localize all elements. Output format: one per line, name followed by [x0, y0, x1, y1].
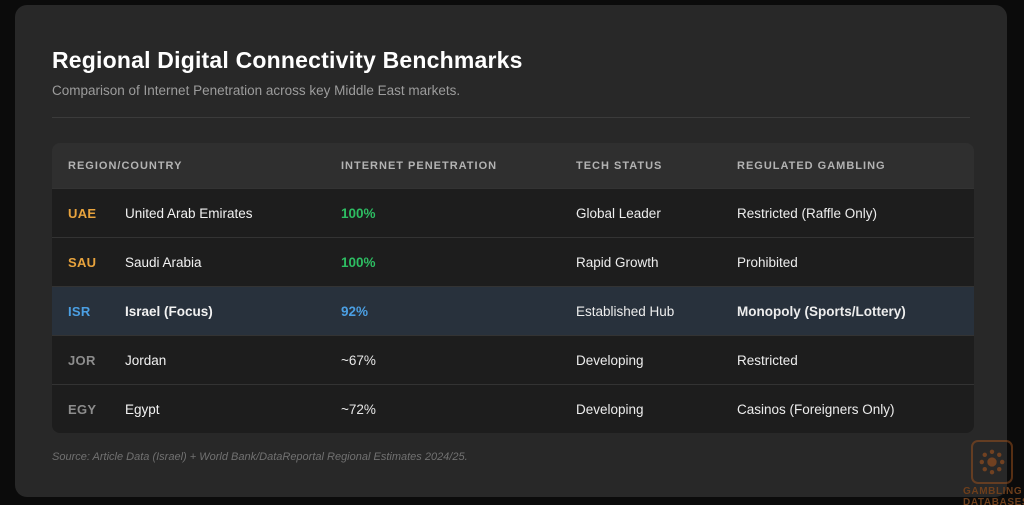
gambling-status: Casinos (Foreigners Only): [737, 401, 895, 417]
benchmarks-card: Regional Digital Connectivity Benchmarks…: [15, 5, 1007, 497]
column-header-regulated-gambling: REGULATED GAMBLING: [737, 159, 886, 172]
country-code: UAE: [68, 205, 97, 221]
gambling-status: Restricted: [737, 352, 798, 368]
table-row-uae: UAE United Arab Emirates 100% Global Lea…: [52, 188, 974, 237]
penetration-value: 100%: [341, 205, 376, 221]
tech-status: Developing: [576, 352, 644, 368]
penetration-value: ~72%: [341, 401, 376, 417]
table-row-isr-highlighted: ISR Israel (Focus) 92% Established Hub M…: [52, 286, 974, 335]
country-code: ISR: [68, 303, 91, 319]
country-code: SAU: [68, 254, 97, 270]
table-row-egy: EGY Egypt ~72% Developing Casinos (Forei…: [52, 384, 974, 433]
country-name: Israel (Focus): [125, 303, 213, 319]
column-header-internet-penetration: INTERNET PENETRATION: [341, 159, 498, 172]
gambling-status: Restricted (Raffle Only): [737, 205, 878, 221]
page-title: Regional Digital Connectivity Benchmarks: [52, 47, 523, 73]
watermark-logo: GAMBLING DATABASES: [963, 440, 1024, 505]
tech-status: Global Leader: [576, 205, 661, 221]
country-name: Saudi Arabia: [125, 254, 202, 270]
table-row-sau: SAU Saudi Arabia 100% Rapid Growth Prohi…: [52, 237, 974, 286]
gambling-status: Prohibited: [737, 254, 798, 270]
page-subtitle: Comparison of Internet Penetration acros…: [52, 83, 461, 98]
watermark-text-line1: GAMBLING: [963, 486, 1023, 497]
country-name: United Arab Emirates: [125, 205, 253, 221]
penetration-value: 100%: [341, 254, 376, 270]
source-note: Source: Article Data (Israel) + World Ba…: [52, 451, 468, 463]
divider: [52, 117, 970, 118]
roulette-chip-icon: [971, 440, 1013, 484]
country-name: Egypt: [125, 401, 160, 417]
country-name: Jordan: [125, 352, 167, 368]
column-header-tech-status: TECH STATUS: [576, 159, 663, 172]
tech-status: Rapid Growth: [576, 254, 659, 270]
column-header-region-country: REGION/COUNTRY: [68, 159, 183, 172]
table-header-row: REGION/COUNTRY INTERNET PENETRATION TECH…: [52, 143, 974, 188]
penetration-value: ~67%: [341, 352, 376, 368]
benchmark-table: REGION/COUNTRY INTERNET PENETRATION TECH…: [52, 143, 974, 433]
table-row-jor: JOR Jordan ~67% Developing Restricted: [52, 335, 974, 384]
tech-status: Established Hub: [576, 303, 675, 319]
tech-status: Developing: [576, 401, 644, 417]
country-code: EGY: [68, 401, 97, 417]
gambling-status: Monopoly (Sports/Lottery): [737, 303, 906, 319]
watermark-text-line2: DATABASES: [963, 497, 1024, 505]
penetration-value: 92%: [341, 303, 369, 319]
country-code: JOR: [68, 352, 96, 368]
